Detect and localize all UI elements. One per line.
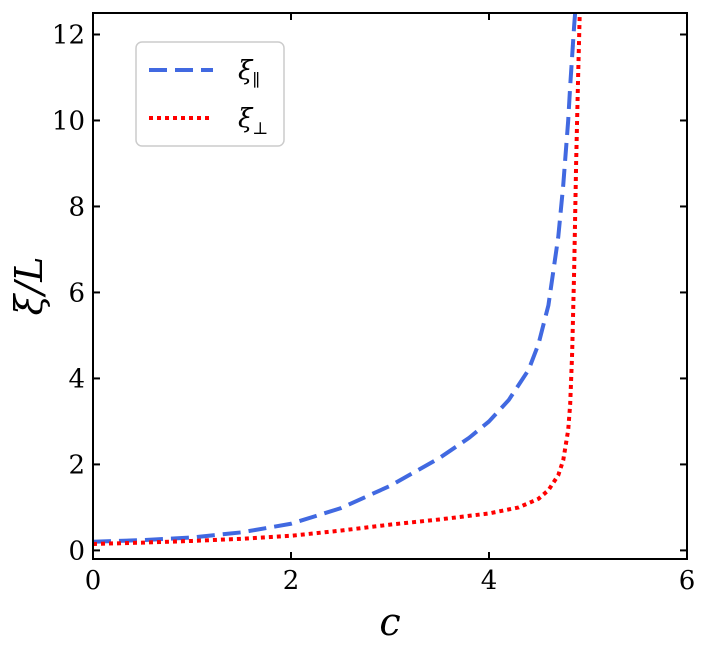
series-line-1	[93, 13, 582, 546]
y-tick-label: 2	[68, 450, 85, 480]
x-tick-label: 2	[283, 566, 300, 596]
ticks-layer: 0 2 4 6 0 2 4 6 8 10 12	[52, 13, 695, 596]
y-tick-label: 6	[68, 278, 85, 308]
legend-label-xi-perp: ξ⊥	[238, 104, 268, 139]
series-layer	[93, 13, 582, 546]
x-tick-label: 4	[481, 566, 498, 596]
y-tick-label: 4	[68, 364, 85, 394]
legend-label-base: ξ	[238, 104, 254, 134]
x-axis-label: c	[379, 600, 400, 644]
legend: ξ∥ ξ⊥	[135, 41, 285, 147]
y-tick-label: 12	[52, 20, 85, 50]
x-tick-label: 0	[85, 566, 102, 596]
y-tick-label: 10	[52, 106, 85, 136]
series-line-0	[93, 13, 578, 544]
legend-label-base: ξ	[238, 56, 254, 86]
x-tick-label: 6	[679, 566, 696, 596]
y-tick-label: 0	[68, 536, 85, 566]
plot-frame	[92, 12, 688, 560]
y-tick-label: 8	[68, 192, 85, 222]
legend-label-subscript: ⊥	[252, 119, 268, 139]
legend-label-xi-parallel: ξ∥	[238, 56, 260, 91]
y-axis-label: ξ/L	[7, 257, 51, 316]
legend-label-subscript: ∥	[252, 71, 260, 91]
